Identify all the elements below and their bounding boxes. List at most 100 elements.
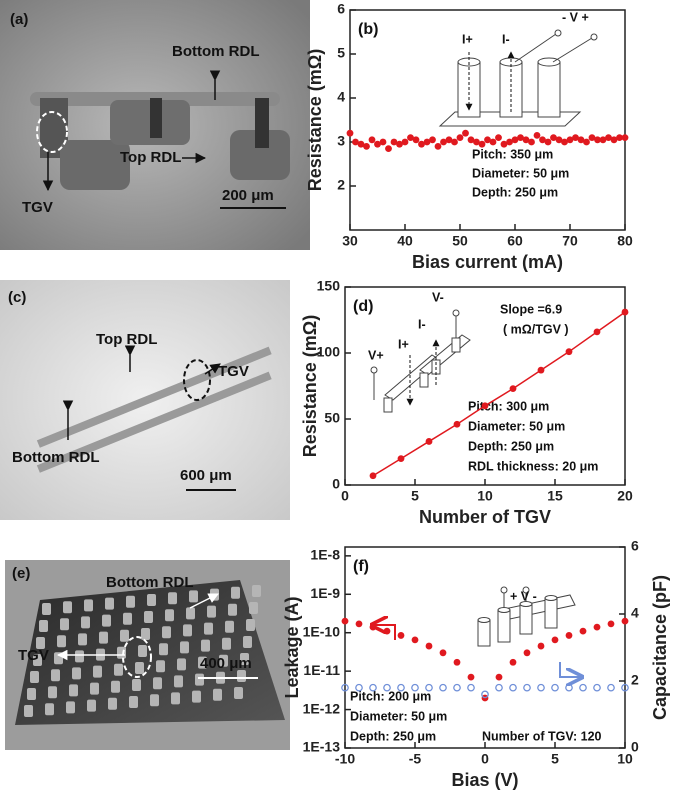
- data-point: [462, 130, 469, 137]
- pillar: [168, 592, 177, 604]
- data-point: [440, 685, 446, 691]
- data-point: [495, 134, 502, 141]
- pillar: [186, 607, 195, 619]
- pillar: [156, 660, 165, 672]
- data-point: [369, 136, 376, 143]
- data-point: [370, 624, 377, 631]
- data-point: [402, 139, 409, 146]
- scale-bar-label: 600 μm: [180, 467, 232, 484]
- y-tick-label: 1E-11: [303, 662, 340, 678]
- pillar: [42, 603, 51, 615]
- data-point: [552, 637, 559, 644]
- data-point: [524, 685, 530, 691]
- pillar: [78, 633, 87, 645]
- pillar: [144, 611, 153, 623]
- pillar: [66, 701, 75, 713]
- data-point: [413, 136, 420, 143]
- data-point: [342, 618, 349, 625]
- pillar: [207, 606, 216, 618]
- pillar: [84, 599, 93, 611]
- y2-tick-label: 6: [631, 538, 639, 554]
- annotation: V+: [368, 348, 384, 362]
- pillar: [45, 703, 54, 715]
- pillar: [123, 613, 132, 625]
- annotation: I+: [398, 337, 409, 351]
- data-point: [384, 628, 391, 635]
- x-axis-title: Number of TGV: [419, 507, 551, 527]
- pillar: [150, 694, 159, 706]
- pillar: [51, 669, 60, 681]
- annotation: - V +: [562, 10, 589, 24]
- scale-bar-label: 200 μm: [222, 187, 274, 204]
- panel-label: (d): [353, 298, 373, 315]
- data-point: [454, 685, 460, 691]
- data-point: [528, 139, 535, 146]
- micrograph-c: [0, 280, 290, 520]
- pillar: [57, 635, 66, 647]
- figure: (a)Bottom RDLTop RDLTGV200 μm(c)Top RDLT…: [0, 0, 675, 798]
- pillar: [231, 587, 240, 599]
- pillar: [75, 650, 84, 662]
- pillar: [192, 691, 201, 703]
- annotation: + V -: [510, 589, 537, 603]
- data-point: [426, 643, 433, 650]
- pillar: [180, 641, 189, 653]
- pillar: [54, 652, 63, 664]
- annotation: Top RDL: [96, 331, 157, 348]
- data-point: [385, 145, 392, 152]
- data-point: [482, 402, 489, 409]
- y-axis-title: Resistance (mΩ): [300, 315, 320, 457]
- data-point: [440, 649, 447, 656]
- data-point: [490, 139, 497, 146]
- pillar: [114, 664, 123, 676]
- pillar: [69, 684, 78, 696]
- pillar: [135, 662, 144, 674]
- y-tick-label: 1E-10: [303, 623, 341, 639]
- x-axis-title: Bias current (mA): [412, 252, 563, 272]
- annotation: Bottom RDL: [172, 43, 259, 60]
- x-tick-label: 50: [452, 233, 468, 249]
- data-point: [457, 134, 464, 141]
- data-point: [538, 367, 545, 374]
- data-point: [380, 139, 387, 146]
- y2-tick-label: 4: [631, 605, 639, 621]
- y-tick-label: 1E-12: [303, 700, 341, 716]
- data-point: [594, 624, 601, 631]
- pillar: [129, 696, 138, 708]
- data-point: [454, 659, 461, 666]
- data-point: [479, 141, 486, 148]
- data-point: [622, 134, 629, 141]
- annotation: Diameter: 50 μm: [468, 419, 565, 433]
- data-point: [451, 139, 458, 146]
- pillar: [48, 686, 57, 698]
- x-tick-label: 10: [477, 488, 493, 504]
- data-point: [496, 685, 502, 691]
- pillar: [138, 645, 147, 657]
- panel-label: (c): [8, 289, 26, 306]
- pillar: [87, 700, 96, 712]
- pillar: [105, 598, 114, 610]
- pillar: [213, 689, 222, 701]
- pillar: [159, 643, 168, 655]
- y2-axis-title: Capacitance (pF): [650, 575, 670, 720]
- pillar: [24, 705, 33, 717]
- data-point: [426, 438, 433, 445]
- x-tick-label: 5: [411, 488, 419, 504]
- scale-bar-label: 400 μm: [200, 655, 252, 672]
- annotation: Number of TGV: 120: [482, 729, 602, 743]
- pillar: [120, 630, 129, 642]
- y-tick-label: 150: [317, 278, 341, 294]
- pillar: [117, 647, 126, 659]
- data-point: [545, 139, 552, 146]
- pillar: [195, 674, 204, 686]
- x-tick-label: 40: [397, 233, 413, 249]
- data-point: [510, 659, 517, 666]
- data-point: [608, 685, 614, 691]
- y-tick-label: 1E-8: [310, 547, 340, 563]
- pillar: [141, 628, 150, 640]
- pillar: [183, 624, 192, 636]
- data-point: [510, 685, 516, 691]
- data-point: [594, 328, 601, 335]
- pillar: [225, 621, 234, 633]
- y-axis-title: Resistance (mΩ): [305, 49, 325, 191]
